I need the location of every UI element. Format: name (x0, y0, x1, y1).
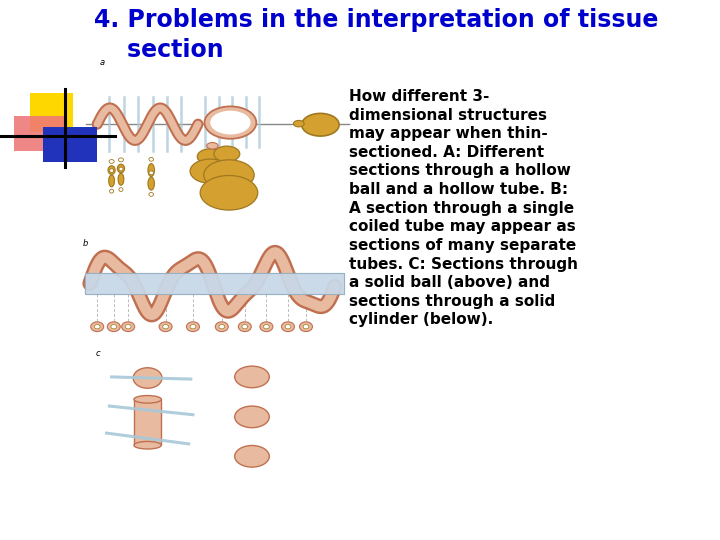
Text: b: b (83, 239, 88, 248)
Bar (43, 127, 97, 162)
Ellipse shape (118, 173, 124, 185)
Ellipse shape (285, 325, 291, 329)
Ellipse shape (235, 366, 269, 388)
Ellipse shape (303, 325, 309, 329)
Ellipse shape (122, 322, 135, 332)
Ellipse shape (210, 111, 251, 134)
Text: section: section (94, 38, 223, 62)
Bar (14, 116, 66, 151)
Ellipse shape (242, 325, 248, 329)
Ellipse shape (219, 325, 225, 329)
Ellipse shape (134, 395, 161, 403)
Ellipse shape (238, 322, 251, 332)
Ellipse shape (119, 176, 124, 179)
Ellipse shape (108, 166, 115, 174)
Ellipse shape (107, 322, 120, 332)
Ellipse shape (215, 322, 228, 332)
Ellipse shape (214, 146, 240, 161)
Ellipse shape (109, 175, 114, 187)
Ellipse shape (111, 325, 117, 329)
Ellipse shape (148, 177, 154, 190)
Ellipse shape (204, 106, 256, 139)
Ellipse shape (300, 322, 312, 332)
Text: 4. Problems in the interpretation of tissue: 4. Problems in the interpretation of tis… (94, 8, 658, 32)
Ellipse shape (302, 113, 339, 136)
Bar (134, 399, 161, 445)
Ellipse shape (204, 160, 254, 190)
Bar (85, 273, 344, 294)
Ellipse shape (91, 322, 104, 332)
Ellipse shape (282, 322, 294, 332)
Bar (30, 93, 73, 132)
Ellipse shape (186, 322, 199, 332)
Ellipse shape (159, 322, 172, 332)
Ellipse shape (133, 368, 162, 388)
Text: c: c (96, 349, 100, 359)
Ellipse shape (264, 325, 269, 329)
Ellipse shape (294, 120, 304, 127)
Ellipse shape (163, 325, 168, 329)
Ellipse shape (117, 164, 125, 173)
Text: How different 3-
dimensional structures
may appear when thin-
sectioned. A: Diff: How different 3- dimensional structures … (349, 89, 578, 327)
Ellipse shape (148, 164, 154, 177)
Ellipse shape (109, 168, 114, 172)
Ellipse shape (149, 171, 153, 174)
Ellipse shape (94, 325, 100, 329)
Ellipse shape (149, 157, 153, 161)
Ellipse shape (235, 446, 269, 467)
Ellipse shape (200, 176, 258, 210)
Ellipse shape (119, 158, 124, 162)
Ellipse shape (109, 189, 114, 193)
Ellipse shape (149, 179, 153, 183)
Ellipse shape (190, 159, 230, 183)
Ellipse shape (125, 325, 131, 329)
Ellipse shape (119, 167, 123, 171)
Text: a: a (99, 58, 104, 67)
Ellipse shape (134, 442, 161, 449)
Ellipse shape (109, 177, 114, 180)
Ellipse shape (260, 322, 273, 332)
Ellipse shape (235, 406, 269, 428)
Ellipse shape (207, 143, 218, 149)
Bar (85, 273, 344, 294)
Ellipse shape (109, 160, 114, 163)
Ellipse shape (190, 325, 196, 329)
Ellipse shape (149, 192, 153, 196)
Ellipse shape (197, 149, 223, 164)
Ellipse shape (119, 187, 123, 191)
